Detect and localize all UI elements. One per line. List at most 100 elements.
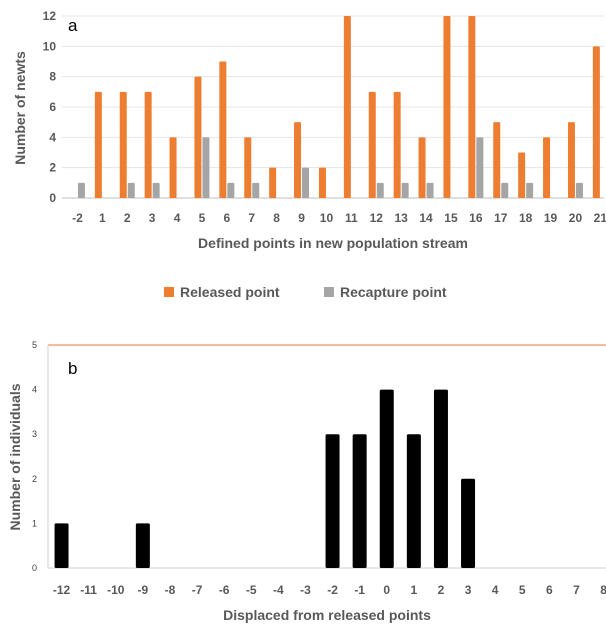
chart-a-y-tick-label: 2: [49, 161, 56, 175]
chart-a-bar-released: [343, 16, 351, 198]
legend-released-swatch: [164, 287, 174, 297]
chart-a-bar-released: [294, 122, 302, 198]
chart-a-bar-released: [244, 137, 252, 198]
chart-a-bar-released: [393, 91, 401, 198]
chart-b-x-tick-label: -3: [300, 583, 311, 597]
chart-a-bar-recapture: [127, 182, 135, 198]
chart-a-x-tick-label: -2: [72, 211, 83, 225]
chart-a-bar-recapture: [526, 182, 534, 198]
chart-b-x-tick-label: -5: [246, 583, 257, 597]
chart-a-bar-recapture: [476, 137, 484, 198]
chart-b-x-tick-label: -10: [107, 583, 125, 597]
chart-b-x-tick-label: 5: [519, 583, 526, 597]
chart-a-x-tick-label: 17: [494, 211, 508, 225]
legend-recapture-label: Recapture point: [340, 284, 447, 300]
chart-a-x-tick-label: 3: [149, 211, 156, 225]
chart-a-x-tick-label: 12: [370, 211, 384, 225]
chart-a-bar-released: [169, 137, 177, 198]
chart-a-y-axis-label: Number of newts: [12, 51, 28, 165]
chart-a-x-tick-label: 13: [394, 211, 408, 225]
legend-recapture-swatch: [324, 287, 334, 297]
chart-b-bar: [461, 478, 476, 568]
chart-a-x-tick-label: 5: [199, 211, 206, 225]
chart-a-bar-recapture: [202, 137, 210, 198]
chart-b-x-tick-label: 1: [411, 583, 418, 597]
chart-a-bar-released: [418, 137, 426, 198]
legend-released-label: Released point: [180, 284, 280, 300]
chart-b: b Number of individuals Displaced from r…: [7, 340, 606, 623]
chart-a-bar-released: [493, 122, 501, 198]
chart-a-bar-recapture: [227, 182, 235, 198]
chart-a-x-tick-label: 2: [124, 211, 131, 225]
chart-b-x-tick-label: 8: [600, 583, 606, 597]
chart-a-y-tick-label: 4: [49, 130, 56, 144]
chart-b-x-axis-label: Displaced from released points: [223, 607, 431, 623]
chart-a-panel-label: a: [68, 16, 78, 35]
chart-b-x-tick-label: 2: [438, 583, 445, 597]
chart-b-x-tick-label: 3: [465, 583, 472, 597]
chart-b-bar: [379, 389, 394, 568]
chart-a-bar-recapture: [575, 182, 583, 198]
chart-b-y-axis-label: Number of individuals: [7, 383, 23, 530]
chart-a-x-tick-label: 19: [544, 211, 558, 225]
chart-a-bar-released: [318, 167, 326, 198]
chart-a-x-tick-label: 7: [248, 211, 255, 225]
chart-b-x-tick-label: -7: [192, 583, 203, 597]
chart-b-x-tick-label: 7: [573, 583, 580, 597]
chart-a-x-tick-label: 6: [224, 211, 231, 225]
chart-a-bar-released: [94, 91, 102, 198]
chart-a-bar-recapture: [401, 182, 409, 198]
chart-a-y-tick-label: 6: [49, 100, 56, 114]
chart-a-bar-released: [518, 152, 526, 198]
chart-a-x-tick-label: 15: [444, 211, 458, 225]
chart-b-bar: [406, 434, 421, 568]
chart-a-x-axis-label: Defined points in new population stream: [198, 235, 468, 251]
chart-a-bar-released: [269, 167, 277, 198]
chart-b-bar: [352, 434, 367, 568]
chart-a-y-tick-label: 0: [49, 191, 56, 205]
chart-a-x-tick-label: 18: [519, 211, 533, 225]
chart-b-x-tick-label: -9: [138, 583, 149, 597]
chart-b-y-tick-label: 2: [32, 474, 37, 484]
chart-a-bar-released: [443, 16, 451, 198]
chart-a-x-tick-label: 20: [569, 211, 583, 225]
chart-a-bar-released: [567, 122, 575, 198]
chart-a-y-tick-label: 8: [49, 70, 56, 84]
chart-a-bar-recapture: [152, 182, 160, 198]
chart-a-bar-released: [219, 61, 227, 198]
chart-b-bar: [54, 523, 69, 568]
chart-a-x-tick-label: 11: [345, 211, 358, 225]
chart-b-bar: [433, 389, 448, 568]
chart-a-x-tick-label: 21: [594, 211, 606, 225]
chart-a-x-tick-label: 4: [174, 211, 181, 225]
chart-a-y-tick-label: 10: [43, 39, 57, 53]
chart-a-bar-released: [144, 91, 152, 198]
chart-b-x-tick-label: -11: [80, 583, 97, 597]
chart-b-y-tick-label: 3: [32, 429, 37, 439]
chart-b-x-tick-label: -2: [327, 583, 338, 597]
chart-b-y-tick-label: 4: [32, 385, 37, 395]
chart-a-x-tick-label: 1: [99, 211, 106, 225]
chart-a-y-tick-label: 12: [43, 9, 57, 23]
chart-a-x-tick-label: 16: [469, 211, 483, 225]
chart-b-bar: [325, 434, 340, 568]
chart-b-x-tick-label: -12: [53, 583, 71, 597]
chart-a-bar-recapture: [376, 182, 384, 198]
chart-b-x-tick-label: -1: [354, 583, 365, 597]
chart-b-x-tick-label: 6: [546, 583, 553, 597]
chart-b-y-tick-label: 5: [32, 340, 37, 350]
chart-b-x-tick-label: -8: [165, 583, 176, 597]
chart-b-y-tick-label: 0: [32, 563, 37, 573]
chart-a-x-tick-label: 8: [273, 211, 280, 225]
chart-b-x-tick-label: 4: [492, 583, 499, 597]
chart-a-bar-recapture: [426, 182, 434, 198]
chart-a-bar-recapture: [252, 182, 260, 198]
chart-a-bar-released: [543, 137, 551, 198]
chart-b-panel-label: b: [68, 359, 77, 378]
chart-b-x-tick-label: -6: [219, 583, 230, 597]
chart-a-bar-released: [368, 91, 376, 198]
chart-b-bar: [135, 523, 150, 568]
chart-b-x-tick-label: 0: [383, 583, 390, 597]
chart-a: a Number of newts Defined points in new …: [12, 9, 606, 300]
